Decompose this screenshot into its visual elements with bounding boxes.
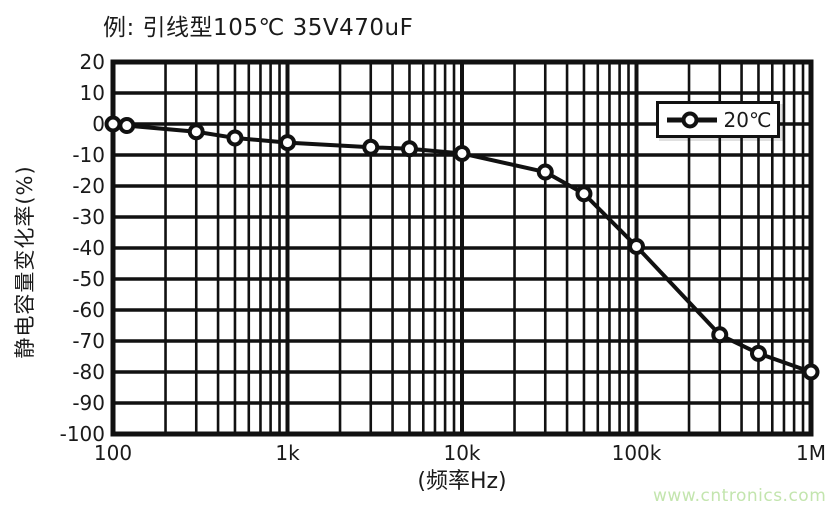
plot-area <box>104 59 820 437</box>
x-tick-label: 1k <box>275 441 300 465</box>
y-tick-label: -30 <box>72 205 105 229</box>
x-tick-label: 100 <box>93 441 133 465</box>
y-tick-label: -60 <box>72 298 105 322</box>
x-tick-label: 100k <box>611 441 662 465</box>
y-tick-label: -90 <box>72 391 105 415</box>
y-tick-label: -40 <box>72 236 105 260</box>
x-tick-label: 1M <box>796 441 826 465</box>
y-tick-label: -80 <box>72 360 105 384</box>
legend-label: 20℃ <box>723 107 772 132</box>
y-tick-label: 20 <box>79 50 105 74</box>
y-tick-label: 0 <box>92 112 105 136</box>
x-tick-label: 10k <box>443 441 481 465</box>
y-tick-label: 10 <box>79 81 105 105</box>
y-tick-label: -50 <box>72 267 105 291</box>
y-tick-label: -70 <box>72 329 105 353</box>
y-tick-label: -10 <box>72 143 105 167</box>
legend: 20℃ <box>656 101 780 138</box>
y-tick-label: -20 <box>72 174 105 198</box>
x-axis-title: (频率Hz) <box>417 469 507 494</box>
legend-series-marker-icon <box>666 111 717 128</box>
watermark: www.cntronics.com <box>653 486 827 506</box>
y-tick-label: -100 <box>59 422 105 446</box>
chart-title: 例: 引线型105℃ 35V470uF <box>103 15 414 41</box>
